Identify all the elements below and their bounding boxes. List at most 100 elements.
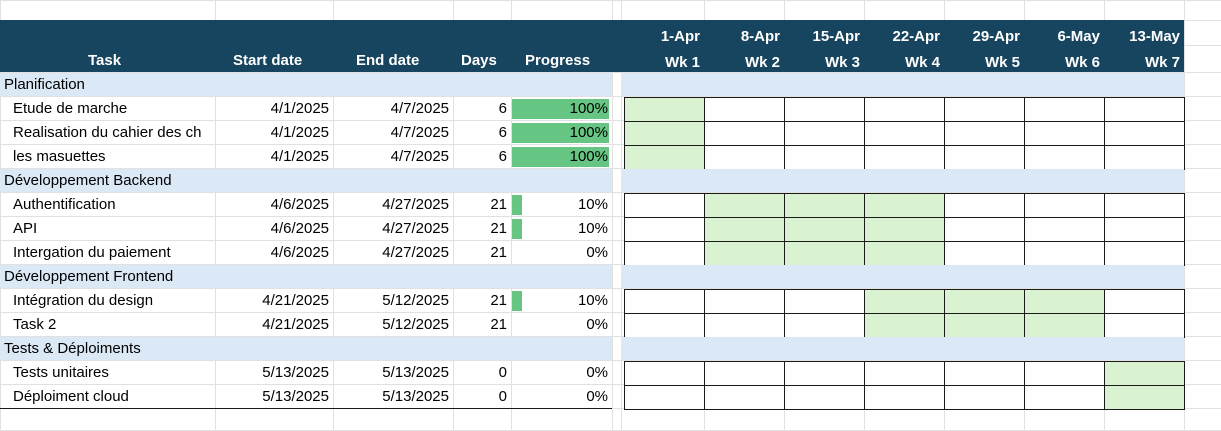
gantt-cell[interactable] <box>784 313 865 338</box>
gantt-cell[interactable] <box>624 145 705 170</box>
task-days[interactable]: 21 <box>490 244 507 261</box>
task-end-date[interactable]: 4/27/2025 <box>382 196 449 213</box>
gantt-cell[interactable] <box>1024 145 1105 170</box>
gantt-cell[interactable] <box>944 313 1025 338</box>
gantt-cell[interactable] <box>784 193 865 218</box>
gantt-cell[interactable] <box>1024 289 1105 314</box>
gantt-cell[interactable] <box>944 385 1025 410</box>
gantt-cell[interactable] <box>704 121 785 146</box>
gantt-cell[interactable] <box>624 313 705 338</box>
task-start-date[interactable]: 4/21/2025 <box>262 292 329 309</box>
gantt-cell[interactable] <box>704 217 785 242</box>
task-end-date[interactable]: 4/27/2025 <box>382 220 449 237</box>
task-end-date[interactable]: 5/13/2025 <box>382 388 449 405</box>
phase-name[interactable]: Développement Frontend <box>4 268 174 285</box>
task-start-date[interactable]: 4/6/2025 <box>270 196 329 213</box>
gantt-cell[interactable] <box>1104 145 1185 170</box>
gantt-cell[interactable] <box>704 289 785 314</box>
task-days[interactable]: 0 <box>498 388 507 405</box>
gantt-cell[interactable] <box>624 241 705 266</box>
gantt-cell[interactable] <box>1024 361 1105 386</box>
gantt-cell[interactable] <box>624 97 705 122</box>
gantt-cell[interactable] <box>864 97 945 122</box>
task-end-date[interactable]: 4/27/2025 <box>382 244 449 261</box>
gantt-cell[interactable] <box>1024 121 1105 146</box>
gantt-cell[interactable] <box>1104 121 1185 146</box>
task-end-date[interactable]: 5/12/2025 <box>382 316 449 333</box>
gantt-cell[interactable] <box>864 385 945 410</box>
task-progress-value[interactable]: 10% <box>577 292 608 309</box>
phase-name[interactable]: Développement Backend <box>4 172 172 189</box>
task-name[interactable]: Etude de marche <box>13 100 128 117</box>
task-days[interactable]: 6 <box>498 148 507 165</box>
header-days[interactable]: Days <box>461 52 497 69</box>
gantt-cell[interactable] <box>784 289 865 314</box>
gantt-cell[interactable] <box>864 289 945 314</box>
task-end-date[interactable]: 4/7/2025 <box>390 124 449 141</box>
gantt-cell[interactable] <box>784 97 865 122</box>
task-start-date[interactable]: 4/1/2025 <box>270 100 329 117</box>
gantt-cell[interactable] <box>864 193 945 218</box>
gantt-cell[interactable] <box>624 217 705 242</box>
task-start-date[interactable]: 4/6/2025 <box>270 244 329 261</box>
header-progress[interactable]: Progress <box>525 52 591 69</box>
task-progress-value[interactable]: 100% <box>569 100 608 117</box>
gantt-cell[interactable] <box>864 145 945 170</box>
task-days[interactable]: 21 <box>490 220 507 237</box>
gantt-cell[interactable] <box>784 385 865 410</box>
task-start-date[interactable]: 4/1/2025 <box>270 124 329 141</box>
gantt-cell[interactable] <box>704 97 785 122</box>
task-name[interactable]: Task 2 <box>13 316 57 333</box>
task-end-date[interactable]: 4/7/2025 <box>390 148 449 165</box>
task-days[interactable]: 6 <box>498 124 507 141</box>
header-end-date[interactable]: End date <box>356 52 420 69</box>
gantt-cell[interactable] <box>704 361 785 386</box>
header-task[interactable]: Task <box>88 52 122 69</box>
phase-name[interactable]: Tests & Déploiments <box>4 340 141 357</box>
gantt-cell[interactable] <box>864 241 945 266</box>
task-start-date[interactable]: 4/21/2025 <box>262 316 329 333</box>
task-end-date[interactable]: 4/7/2025 <box>390 100 449 117</box>
gantt-cell[interactable] <box>784 145 865 170</box>
phase-name[interactable]: Planification <box>4 76 85 93</box>
task-name[interactable]: Intergation du paiement <box>13 244 171 261</box>
gantt-cell[interactable] <box>784 121 865 146</box>
task-days[interactable]: 0 <box>498 364 507 381</box>
gantt-cell[interactable] <box>1024 193 1105 218</box>
gantt-cell[interactable] <box>1024 313 1105 338</box>
task-progress-value[interactable]: 0% <box>586 316 608 333</box>
task-end-date[interactable]: 5/13/2025 <box>382 364 449 381</box>
gantt-cell[interactable] <box>704 193 785 218</box>
task-start-date[interactable]: 5/13/2025 <box>262 388 329 405</box>
gantt-cell[interactable] <box>624 193 705 218</box>
task-name[interactable]: Realisation du cahier des ch <box>13 124 202 141</box>
gantt-cell[interactable] <box>944 217 1025 242</box>
header-start-date[interactable]: Start date <box>233 52 303 69</box>
task-progress-value[interactable]: 10% <box>577 196 608 213</box>
task-start-date[interactable]: 5/13/2025 <box>262 364 329 381</box>
task-name[interactable]: Déploiment cloud <box>13 388 129 405</box>
gantt-cell[interactable] <box>784 241 865 266</box>
gantt-cell[interactable] <box>944 361 1025 386</box>
gantt-cell[interactable] <box>1104 385 1185 410</box>
gantt-cell[interactable] <box>944 241 1025 266</box>
gantt-cell[interactable] <box>944 121 1025 146</box>
gantt-cell[interactable] <box>704 385 785 410</box>
gantt-cell[interactable] <box>944 289 1025 314</box>
task-progress-value[interactable]: 10% <box>577 220 608 237</box>
gantt-cell[interactable] <box>624 385 705 410</box>
gantt-cell[interactable] <box>864 361 945 386</box>
task-progress-value[interactable]: 0% <box>586 364 608 381</box>
gantt-cell[interactable] <box>704 241 785 266</box>
task-days[interactable]: 21 <box>490 196 507 213</box>
gantt-cell[interactable] <box>784 217 865 242</box>
gantt-cell[interactable] <box>704 145 785 170</box>
gantt-cell[interactable] <box>944 97 1025 122</box>
gantt-cell[interactable] <box>1104 361 1185 386</box>
gantt-cell[interactable] <box>1104 289 1185 314</box>
gantt-cell[interactable] <box>1104 217 1185 242</box>
task-end-date[interactable]: 5/12/2025 <box>382 292 449 309</box>
gantt-cell[interactable] <box>1024 97 1105 122</box>
task-days[interactable]: 21 <box>490 292 507 309</box>
task-progress-value[interactable]: 100% <box>569 148 608 165</box>
